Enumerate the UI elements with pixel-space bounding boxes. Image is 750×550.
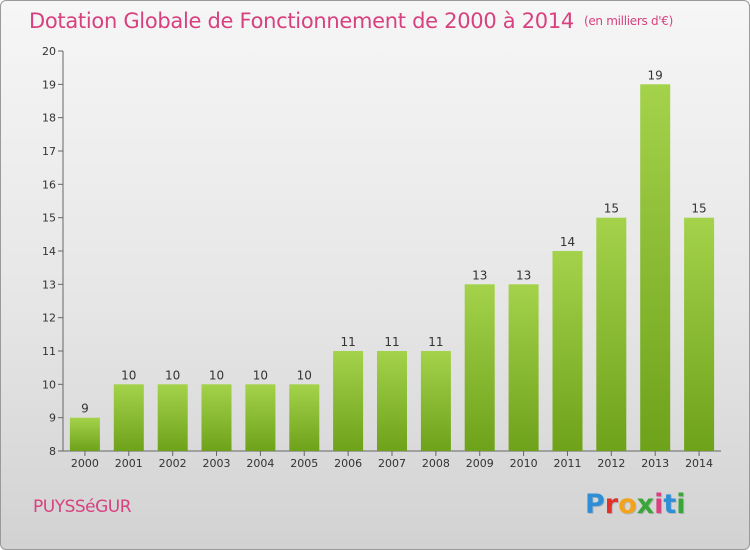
y-tick-label: 20	[42, 45, 56, 58]
value-label-2004: 10	[253, 368, 268, 382]
bar-2010	[508, 284, 539, 451]
y-tick-label: 9	[49, 412, 56, 425]
x-tick-label-2001: 2001	[115, 457, 143, 470]
value-label-2007: 11	[384, 335, 399, 349]
bar-2007	[377, 351, 407, 451]
chart-bars	[69, 84, 715, 452]
y-tick-label: 13	[42, 278, 56, 291]
value-label-2014: 15	[691, 202, 706, 216]
value-label-2013: 19	[648, 68, 663, 82]
x-tick-label-2003: 2003	[203, 457, 231, 470]
x-tick-label-2004: 2004	[246, 457, 274, 470]
x-tick-label-2005: 2005	[290, 457, 318, 470]
y-tick-label: 14	[42, 245, 56, 258]
bar-2011	[552, 251, 583, 451]
bar-2012	[596, 217, 627, 451]
y-tick-label: 17	[42, 145, 56, 158]
logo-letter: x	[636, 489, 655, 520]
bar-2001	[113, 384, 144, 451]
value-label-2005: 10	[297, 368, 312, 382]
bar-2003	[201, 384, 232, 451]
chart-title: Dotation Globale de Fonctionnement de 20…	[29, 9, 673, 33]
x-tick-label-2002: 2002	[159, 457, 187, 470]
x-tick-label-2008: 2008	[422, 457, 450, 470]
chart-axes: 8 9 10 11 12 13 14 15 16 17 18 19 20 2000 2001 2002 2003…	[42, 45, 721, 470]
x-tick-label-2009: 2009	[466, 457, 494, 470]
bar-2006	[333, 351, 364, 451]
y-tick-label: 18	[42, 112, 56, 125]
x-tick-label-2011: 2011	[553, 457, 581, 470]
value-label-2012: 15	[604, 202, 619, 216]
x-tick-label-2013: 2013	[641, 457, 669, 470]
bar-2000	[69, 417, 100, 451]
proxiti-logo[interactable]: Proxiti	[585, 489, 686, 520]
y-tick-label: 11	[42, 345, 56, 358]
x-tick-label-2014: 2014	[685, 457, 713, 470]
logo-letter: i	[654, 489, 664, 520]
bar-2008	[420, 351, 451, 451]
x-tick-label-2006: 2006	[334, 457, 362, 470]
logo-letter: P	[585, 489, 605, 520]
x-tick-label-2000: 2000	[71, 457, 99, 470]
logo-letter: t	[663, 489, 677, 520]
bar-2013	[640, 84, 671, 452]
value-label-2006: 11	[340, 335, 355, 349]
value-label-2009: 13	[472, 268, 487, 282]
value-label-2001: 10	[121, 368, 136, 382]
chart-unit: (en milliers d'€)	[583, 14, 673, 28]
value-label-2000: 9	[81, 402, 89, 416]
value-label-2003: 10	[209, 368, 224, 382]
value-label-2011: 14	[560, 235, 575, 249]
logo-letter: o	[618, 489, 637, 520]
commune-name: PUYSSéGUR	[33, 497, 132, 517]
bar-2002	[157, 384, 188, 451]
y-tick-label: 10	[42, 378, 56, 391]
y-tick-label: 19	[42, 78, 56, 91]
bar-2004	[245, 384, 276, 451]
logo-letter: i	[676, 489, 686, 520]
value-label-2002: 10	[165, 368, 180, 382]
x-tick-label-2012: 2012	[597, 457, 625, 470]
value-label-2008: 11	[428, 335, 443, 349]
y-tick-label: 16	[42, 178, 56, 191]
y-tick-label: 15	[42, 212, 56, 225]
logo-letter: r	[604, 489, 619, 520]
y-tick-label: 12	[42, 312, 56, 325]
bar-2009	[464, 284, 495, 451]
value-label-2010: 13	[516, 268, 531, 282]
bar-2014	[684, 217, 715, 451]
bar-2005	[289, 384, 320, 451]
chart-labels: 9 10 10 10 10 10 11 11 11 13 13 14 15 19 15	[81, 68, 707, 415]
y-tick-label: 8	[49, 445, 56, 458]
chart-title-text: Dotation Globale de Fonctionnement de 20…	[29, 9, 574, 33]
x-tick-label-2007: 2007	[378, 457, 406, 470]
x-tick-label-2010: 2010	[510, 457, 538, 470]
